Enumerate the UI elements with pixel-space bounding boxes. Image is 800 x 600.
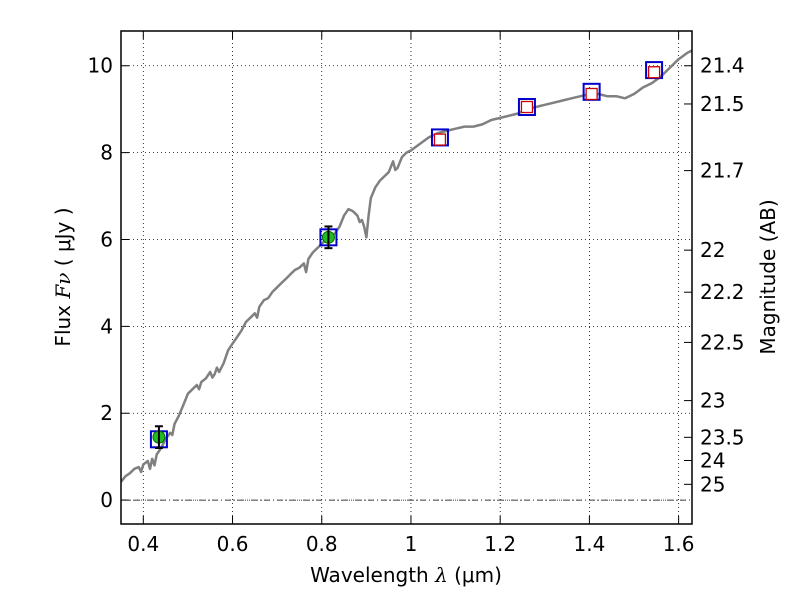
y-tick-label: 0 (100, 488, 113, 512)
mag-tick-label: 24 (700, 448, 725, 472)
x-tick-label: 0.6 (217, 532, 249, 556)
mag-tick-label: 21.5 (700, 92, 745, 116)
mag-tick-label: 21.4 (700, 54, 745, 78)
red-square-marker (647, 66, 661, 79)
plot-area (121, 31, 692, 524)
plot-frame (120, 30, 693, 525)
y-tick-label: 4 (100, 314, 113, 338)
y-tick-label: 10 (88, 54, 113, 78)
mag-tick-label: 23 (700, 389, 725, 413)
mag-tick-label: 22.5 (700, 330, 745, 354)
mag-tick-label: 21.7 (700, 159, 745, 183)
red-square-marker (433, 133, 447, 146)
markers (149, 61, 664, 449)
blue-square-marker (517, 98, 536, 117)
y-axis-title: Flux Fν ( μJy ) (51, 207, 75, 346)
x-tick-label: 1 (405, 532, 418, 556)
red-square-marker (520, 100, 534, 114)
x-tick-label: 1.6 (663, 532, 695, 556)
x-tick-label: 1.4 (573, 532, 605, 556)
mag-tick-label: 23.5 (700, 425, 745, 449)
x-tick-label: 0.4 (127, 532, 159, 556)
right-axis-title: Magnitude (AB) (756, 199, 780, 354)
x-tick-label: 0.8 (306, 532, 338, 556)
y-tick-label: 2 (100, 401, 113, 425)
mag-tick-label: 22 (700, 238, 725, 262)
y-tick-label: 8 (100, 141, 113, 165)
y-tick-label: 6 (100, 227, 113, 251)
red-square-marker (585, 87, 598, 101)
x-tick-label: 1.2 (484, 532, 516, 556)
mag-tick-label: 22.2 (700, 280, 745, 304)
x-axis-title: Wavelength λ (μm) (310, 563, 502, 587)
mag-tick-label: 25 (700, 472, 725, 496)
